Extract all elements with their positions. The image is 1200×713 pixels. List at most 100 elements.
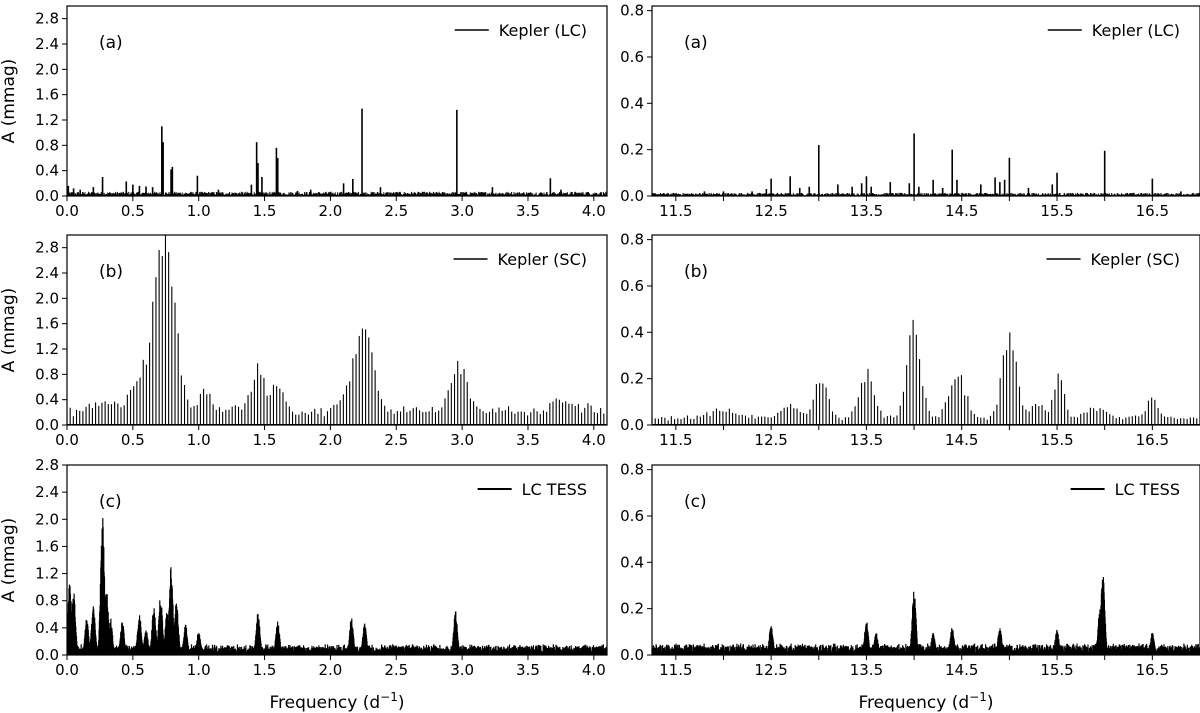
- plot-area: [67, 235, 607, 425]
- legend-label: Kepler (LC): [499, 21, 587, 40]
- y-tick-label: 2.4: [35, 483, 59, 501]
- plot-area: [67, 518, 607, 655]
- x-tick-label: 15.5: [1040, 202, 1073, 220]
- y-tick-label: 0.6: [620, 507, 644, 525]
- x-axis-label-close: ): [987, 693, 994, 713]
- periodogram-trace: [67, 518, 607, 655]
- x-tick-label: 14.5: [945, 661, 978, 679]
- x-axis-label-main: Frequency (d: [270, 693, 381, 713]
- y-tick-label: 0.8: [620, 461, 644, 479]
- y-tick-label: 1.6: [35, 86, 59, 104]
- x-tick-label: 1.0: [187, 202, 211, 220]
- legend-label: LC TESS: [1115, 480, 1180, 499]
- y-axis-label: A (mmag): [0, 288, 19, 373]
- x-tick-label: 15.5: [1040, 661, 1073, 679]
- x-tick-label: 1.5: [253, 661, 277, 679]
- y-tick-label: 0.0: [35, 187, 59, 205]
- panel-tag: (a): [99, 33, 123, 53]
- y-tick-label: 0.2: [620, 141, 644, 159]
- panel-frame: [651, 5, 1200, 197]
- x-tick-label: 4.0: [582, 202, 606, 220]
- panel-tag: (b): [684, 262, 708, 282]
- y-tick-label: 0.8: [35, 136, 59, 154]
- x-tick-label: 0.0: [55, 661, 79, 679]
- x-tick-label: 3.5: [516, 431, 540, 449]
- y-tick-label: 0.2: [620, 600, 644, 618]
- plot-area: [67, 108, 607, 196]
- y-tick-label: 0.8: [35, 365, 59, 383]
- x-tick-label: 12.5: [754, 202, 787, 220]
- panel-tag: (c): [684, 492, 707, 512]
- y-tick-label: 2.0: [35, 510, 59, 528]
- y-tick-label: 1.2: [35, 111, 59, 129]
- y-axis-label: A (mmag): [0, 518, 19, 603]
- y-tick-label: 1.2: [35, 340, 59, 358]
- x-tick-label: 2.0: [318, 202, 342, 220]
- x-axis-label: Frequency (d−1): [859, 690, 994, 713]
- y-tick-label: 0.0: [620, 646, 644, 664]
- x-tick-label: 1.5: [253, 202, 277, 220]
- x-tick-label: 1.5: [253, 431, 277, 449]
- y-tick-label: 0.0: [35, 646, 59, 664]
- y-tick-label: 0.4: [35, 162, 59, 180]
- x-axis-label: Frequency (d−1): [270, 690, 405, 713]
- panel-tag: (a): [684, 33, 708, 53]
- x-tick-label: 2.5: [384, 202, 408, 220]
- y-tick-label: 2.4: [35, 264, 59, 282]
- panel-tag: (c): [99, 492, 122, 512]
- noise-floor: [67, 191, 607, 196]
- panel-6: 11.5 12.5 13.5 14.5 15.5 16.5 0.0 0.2 0.4 0.6 0.8 (…: [620, 461, 1200, 713]
- periodogram-trace: [652, 577, 1200, 655]
- x-tick-label: 11.5: [659, 431, 692, 449]
- x-tick-label: 13.5: [850, 661, 883, 679]
- y-tick-label: 2.8: [35, 456, 59, 474]
- x-tick-label: 12.5: [754, 431, 787, 449]
- x-tick-label: 3.0: [450, 431, 474, 449]
- y-tick-label: 0.0: [620, 416, 644, 434]
- panel-tag: (b): [99, 262, 123, 282]
- y-tick-label: 0.8: [620, 231, 644, 249]
- x-tick-label: 2.5: [384, 431, 408, 449]
- y-tick-label: 0.4: [35, 391, 59, 409]
- legend-label: LC TESS: [522, 480, 587, 499]
- y-tick-label: 0.2: [620, 370, 644, 388]
- x-tick-label: 0.5: [121, 431, 145, 449]
- x-tick-label: 2.0: [318, 661, 342, 679]
- y-tick-label: 2.0: [35, 60, 59, 78]
- y-axis-label: A (mmag): [0, 59, 19, 144]
- x-tick-label: 12.5: [754, 661, 787, 679]
- panel-1: 0.0 0.5 1.0 1.5 2.0 2.5 3.0 3.5 4.0 0.0 0.4 0.8 1.2 1…: [0, 5, 608, 220]
- panel-frame: [66, 5, 608, 197]
- y-tick-label: 0.8: [620, 2, 644, 20]
- x-axis-label-close: ): [398, 693, 405, 713]
- plot-area: [652, 319, 1200, 425]
- x-axis-label-sup: −1: [969, 690, 987, 704]
- x-axis-label-sup: −1: [380, 690, 398, 704]
- plot-area: [652, 577, 1200, 655]
- x-tick-label: 14.5: [945, 202, 978, 220]
- x-tick-label: 0.5: [121, 202, 145, 220]
- x-tick-label: 0.5: [121, 661, 145, 679]
- x-tick-label: 0.0: [55, 202, 79, 220]
- x-tick-label: 4.0: [582, 661, 606, 679]
- x-tick-label: 0.0: [55, 431, 79, 449]
- panel-4: 11.5 12.5 13.5 14.5 15.5 16.5 0.0 0.2 0.4 0.6 0.8 (…: [620, 231, 1200, 449]
- x-tick-label: 16.5: [1136, 661, 1169, 679]
- x-tick-label: 2.5: [384, 661, 408, 679]
- panel-frame: [66, 464, 608, 656]
- y-tick-label: 2.0: [35, 289, 59, 307]
- y-tick-label: 2.8: [35, 10, 59, 28]
- x-tick-label: 13.5: [850, 431, 883, 449]
- x-axis-label-main: Frequency (d: [859, 693, 970, 713]
- x-tick-label: 3.5: [516, 202, 540, 220]
- y-tick-label: 0.4: [620, 94, 644, 112]
- x-tick-label: 13.5: [850, 202, 883, 220]
- legend-label: Kepler (SC): [1091, 250, 1180, 269]
- panel-frame: [651, 464, 1200, 656]
- y-tick-label: 0.4: [620, 323, 644, 341]
- panel-2: 11.5 12.5 13.5 14.5 15.5 16.5 0.0 0.2 0.4 0.6 0.8 (…: [620, 2, 1200, 220]
- legend-label: Kepler (SC): [498, 250, 587, 269]
- y-tick-label: 1.2: [35, 565, 59, 583]
- y-tick-label: 1.6: [35, 537, 59, 555]
- legend-label: Kepler (LC): [1092, 21, 1180, 40]
